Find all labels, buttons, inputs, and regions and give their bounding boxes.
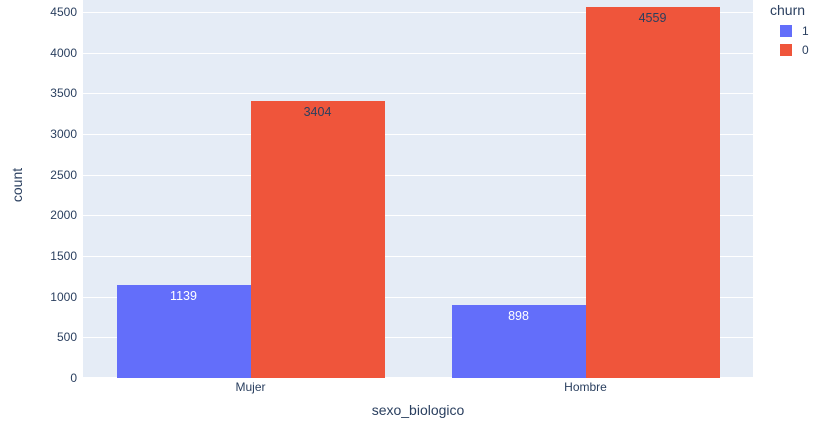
gridline — [83, 215, 753, 216]
y-tick-label: 3000 — [50, 127, 77, 141]
gridline — [83, 337, 753, 338]
gridline — [83, 297, 753, 298]
bar-hombre-churn-0[interactable]: 4559 — [585, 7, 720, 378]
y-tick-label: 1500 — [50, 249, 77, 263]
bar-mujer-churn-0[interactable]: 3404 — [250, 101, 385, 378]
gridline — [83, 93, 753, 94]
legend-item-label: 1 — [802, 23, 809, 38]
bar-mujer-churn-1[interactable]: 1139 — [116, 285, 251, 378]
y-tick-label: 4500 — [50, 5, 77, 19]
x-tick-label: Hombre — [564, 380, 607, 394]
y-tick-label: 0 — [70, 371, 77, 385]
legend-item-churn-0[interactable]: 0 — [768, 40, 824, 59]
legend-swatch-icon — [780, 43, 792, 56]
y-tick-label: 500 — [56, 330, 77, 344]
gridline — [83, 256, 753, 257]
y-axis: 0 500 1000 1500 2000 2500 3000 3500 4000 4500 — [0, 0, 77, 385]
bar-value-label: 3404 — [303, 105, 332, 120]
y-tick-label: 2000 — [50, 208, 77, 222]
y-tick-label: 1000 — [50, 290, 77, 304]
bar-value-label: 4559 — [638, 11, 667, 26]
legend-swatch-icon — [780, 24, 792, 37]
legend-item-churn-1[interactable]: 1 — [768, 21, 824, 40]
legend-item-label: 0 — [802, 42, 809, 57]
x-axis-title: sexo_biologico — [371, 402, 465, 418]
gridline — [83, 377, 753, 378]
y-tick-label: 3500 — [50, 86, 77, 100]
y-tick-label: 4000 — [50, 46, 77, 60]
plot-area[interactable]: 1139 3404 898 4559 — [83, 0, 753, 378]
gridline — [83, 53, 753, 54]
y-tick-label: 2500 — [50, 168, 77, 182]
bar-value-label: 898 — [508, 309, 529, 323]
bar-hombre-churn-1[interactable]: 898 — [451, 305, 586, 378]
gridline — [83, 175, 753, 176]
x-tick-label: Mujer — [235, 380, 266, 394]
bar-value-label: 1139 — [170, 289, 197, 304]
legend-title: churn — [770, 2, 806, 18]
gridline — [83, 134, 753, 135]
gridline — [83, 12, 753, 13]
